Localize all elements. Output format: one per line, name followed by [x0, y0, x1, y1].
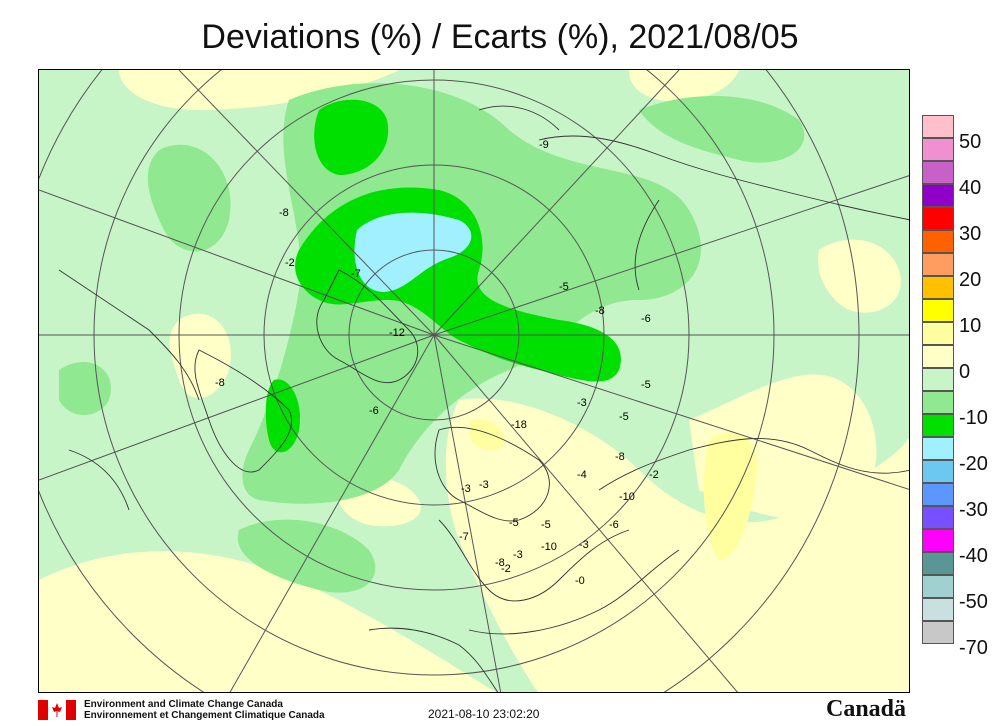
legend-swatch: [922, 414, 954, 437]
agency-name-en: Environment and Climate Change Canada: [84, 699, 283, 710]
contour-label: -10: [619, 491, 635, 503]
legend-tick-label: -50: [959, 591, 988, 613]
contour-label: -5: [619, 411, 629, 423]
contour-label: -5: [541, 519, 551, 531]
legend-swatch: [922, 276, 954, 299]
legend-tick-label: -30: [959, 499, 988, 521]
contour-label: -9: [539, 139, 549, 151]
contour-label: -2: [501, 563, 511, 575]
contour-label: -8: [495, 557, 505, 569]
legend-tick-label: -70: [959, 637, 988, 659]
legend-swatch: [922, 115, 954, 138]
legend-tick-label: -20: [959, 453, 988, 475]
contour-label: -3: [479, 479, 489, 491]
canada-wordmark: Canadä: [826, 696, 907, 722]
legend-swatch: [922, 437, 954, 460]
contour-label: -3: [579, 539, 589, 551]
contour-label: -0: [575, 575, 585, 587]
legend-swatch: [922, 552, 954, 575]
contour-label: -6: [609, 519, 619, 531]
legend-swatch: [922, 368, 954, 391]
legend-swatch: [922, 322, 954, 345]
coastlines: [58, 105, 909, 692]
legend-tick-label: 50: [959, 131, 982, 153]
legend-swatch: [922, 230, 954, 253]
contour-label: -8: [615, 451, 625, 463]
legend-tick-label: -10: [959, 407, 988, 429]
legend-swatch: [922, 253, 954, 276]
legend-tick-label: 40: [959, 177, 982, 199]
legend-swatch: [922, 598, 954, 621]
legend-tick-label: -40: [959, 545, 988, 567]
legend-swatch: [922, 483, 954, 506]
legend-tick-label: 30: [959, 223, 982, 245]
legend-tick-label: 20: [959, 269, 982, 291]
contour-label: -3: [513, 549, 523, 561]
legend-swatch: [922, 161, 954, 184]
timestamp: 2021-08-10 23:02:20: [428, 707, 540, 721]
meridians: [39, 70, 909, 692]
contour-label: -2: [649, 469, 659, 481]
legend-swatch: [922, 460, 954, 483]
agency-name-fr: Environnement et Changement Climatique C…: [84, 710, 325, 721]
contour-label: -2: [285, 257, 295, 269]
contour-label: -10: [541, 541, 557, 553]
contour-label: -4: [577, 469, 587, 481]
contour-label: -18: [511, 419, 527, 431]
legend-tick-label: 10: [959, 315, 982, 337]
legend-swatch: [922, 621, 954, 644]
contour-label: -3: [577, 397, 587, 409]
legend-tick-label: 0: [959, 361, 971, 383]
contour-labels: -8 -9 -2 -7 -5 -8 -6 -5 -3 -5 -8 -4 -2 -…: [215, 139, 659, 587]
canada-flag-icon: [38, 700, 76, 720]
contour-label: -7: [459, 531, 469, 543]
contour-label: -3: [461, 483, 471, 495]
contour-label: -5: [509, 517, 519, 529]
contour-label: -7: [351, 268, 361, 280]
legend-swatch: [922, 207, 954, 230]
legend-swatch: [922, 529, 954, 552]
legend-swatch: [922, 506, 954, 529]
legend-swatch: [922, 138, 954, 161]
legend-swatch: [922, 391, 954, 414]
contour-label: -6: [369, 405, 379, 417]
contour-label: -8: [279, 207, 289, 219]
legend-swatch: [922, 345, 954, 368]
contour-label: -5: [559, 281, 569, 293]
contour-label: -5: [641, 379, 651, 391]
legend-swatch: [922, 299, 954, 322]
contour-label: -8: [215, 377, 225, 389]
map-canvas: -8 -9 -2 -7 -5 -8 -6 -5 -3 -5 -8 -4 -2 -…: [39, 70, 909, 692]
contour-label: -6: [641, 313, 651, 325]
polar-map[interactable]: -8 -9 -2 -7 -5 -8 -6 -5 -3 -5 -8 -4 -2 -…: [38, 69, 910, 693]
legend-swatch: [922, 575, 954, 598]
legend-swatch: [922, 184, 954, 207]
contour-label: -8: [595, 305, 605, 317]
contour-label: -12: [389, 327, 405, 339]
map-title: Deviations (%) / Ecarts (%), 2021/08/05: [201, 18, 799, 56]
color-legend: 50 40 30 20 10 0 -10 -20 -30 -40 -50 -70: [922, 115, 1000, 659]
